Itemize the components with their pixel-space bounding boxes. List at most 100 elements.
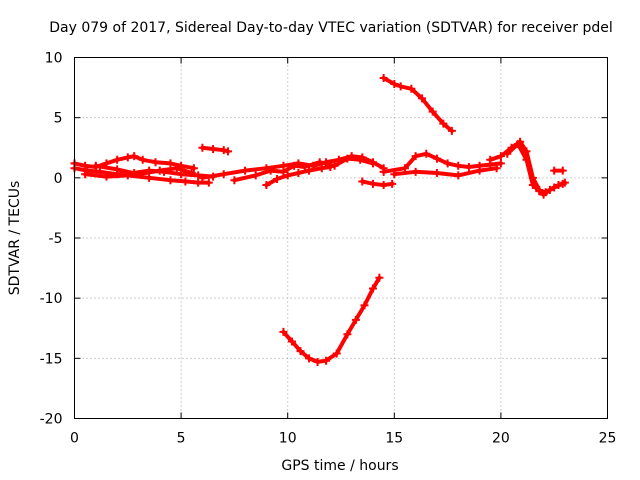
x-tick-label: 20 [492, 431, 510, 447]
data-point [443, 159, 452, 168]
data-point [91, 161, 100, 170]
data-point [332, 349, 341, 358]
data-point [198, 173, 207, 182]
data-point [81, 170, 90, 179]
data-point [418, 94, 427, 103]
data-point [428, 107, 437, 116]
data-point [279, 327, 288, 336]
y-tick-label: -20 [40, 412, 63, 428]
series-arc-16 [281, 275, 382, 364]
data-point [204, 178, 213, 187]
data-point [123, 153, 132, 162]
x-tick-label: 5 [177, 431, 186, 447]
data-point [558, 166, 567, 175]
data-point [503, 149, 512, 158]
data-point [492, 164, 501, 173]
data-point [166, 176, 175, 185]
data-point [411, 167, 420, 176]
y-tick-label: -15 [40, 351, 63, 367]
y-tick-label: 5 [54, 111, 63, 127]
data-point [496, 152, 505, 161]
data-point [407, 84, 416, 93]
data-point [138, 155, 147, 164]
y-tick-label: -10 [40, 291, 63, 307]
data-point [390, 170, 399, 179]
data-point [368, 179, 377, 188]
data-point [358, 177, 367, 186]
data-point [251, 171, 260, 180]
data-point [102, 172, 111, 181]
x-tick-label: 10 [279, 431, 297, 447]
data-point [145, 173, 154, 182]
data-point [432, 169, 441, 178]
data-point [439, 119, 448, 128]
data-point [522, 155, 531, 164]
data-point [535, 187, 544, 196]
data-point [230, 176, 239, 185]
series-arc-9 [360, 179, 395, 188]
data-point [375, 273, 384, 282]
x-tick-label: 0 [70, 431, 79, 447]
axis-ticks: 0 5 10 15 20 25 -20 -15 -10 -5 0 5 10 [40, 51, 617, 447]
data-point [400, 164, 409, 173]
x-axis-label: GPS time / hours [281, 458, 398, 474]
y-tick-label: 0 [54, 171, 63, 187]
data-point [360, 301, 369, 310]
data-point [411, 152, 420, 161]
data-point [486, 155, 495, 164]
data-point [390, 79, 399, 88]
data-point [396, 82, 405, 91]
data-point [317, 164, 326, 173]
data-point [294, 169, 303, 178]
data-point [313, 357, 322, 366]
data-point [330, 161, 339, 170]
data-point [388, 179, 397, 188]
data-point [356, 155, 365, 164]
data-point [219, 146, 228, 155]
data-point [496, 159, 505, 168]
data-point [113, 155, 122, 164]
y-axis-label: SDTVAR / TECUs [7, 181, 23, 296]
data-point [368, 159, 377, 168]
data-point [219, 170, 228, 179]
data-point [368, 284, 377, 293]
data-point [454, 161, 463, 170]
data-point [290, 161, 299, 170]
data-point [224, 147, 233, 156]
data-point [550, 183, 559, 192]
data-point [172, 164, 181, 173]
y-tick-label: -5 [49, 231, 63, 247]
data-point [279, 167, 288, 176]
data-point [550, 166, 559, 175]
data-point [343, 330, 352, 339]
data-point [181, 177, 190, 186]
data-point [305, 166, 314, 175]
data-point [305, 354, 314, 363]
data-point [283, 171, 292, 180]
data-series [70, 73, 569, 366]
data-point [198, 143, 207, 152]
data-point [513, 140, 522, 149]
data-point [422, 149, 431, 158]
data-point [262, 181, 271, 190]
data-point [379, 73, 388, 82]
chart-title: Day 079 of 2017, Sidereal Day-to-day VTE… [49, 20, 613, 36]
data-point [322, 356, 331, 365]
data-point [343, 154, 352, 163]
data-point [194, 178, 203, 187]
data-point [155, 166, 164, 175]
data-point [379, 167, 388, 176]
data-point [541, 188, 550, 197]
data-point [558, 179, 567, 188]
data-point [189, 164, 198, 173]
data-point [287, 337, 296, 346]
data-point [454, 171, 463, 180]
data-point [266, 166, 275, 175]
data-point [528, 181, 537, 190]
x-tick-label: 25 [599, 431, 617, 447]
data-point [351, 315, 360, 324]
data-point [464, 163, 473, 172]
y-tick-label: 10 [45, 51, 63, 67]
